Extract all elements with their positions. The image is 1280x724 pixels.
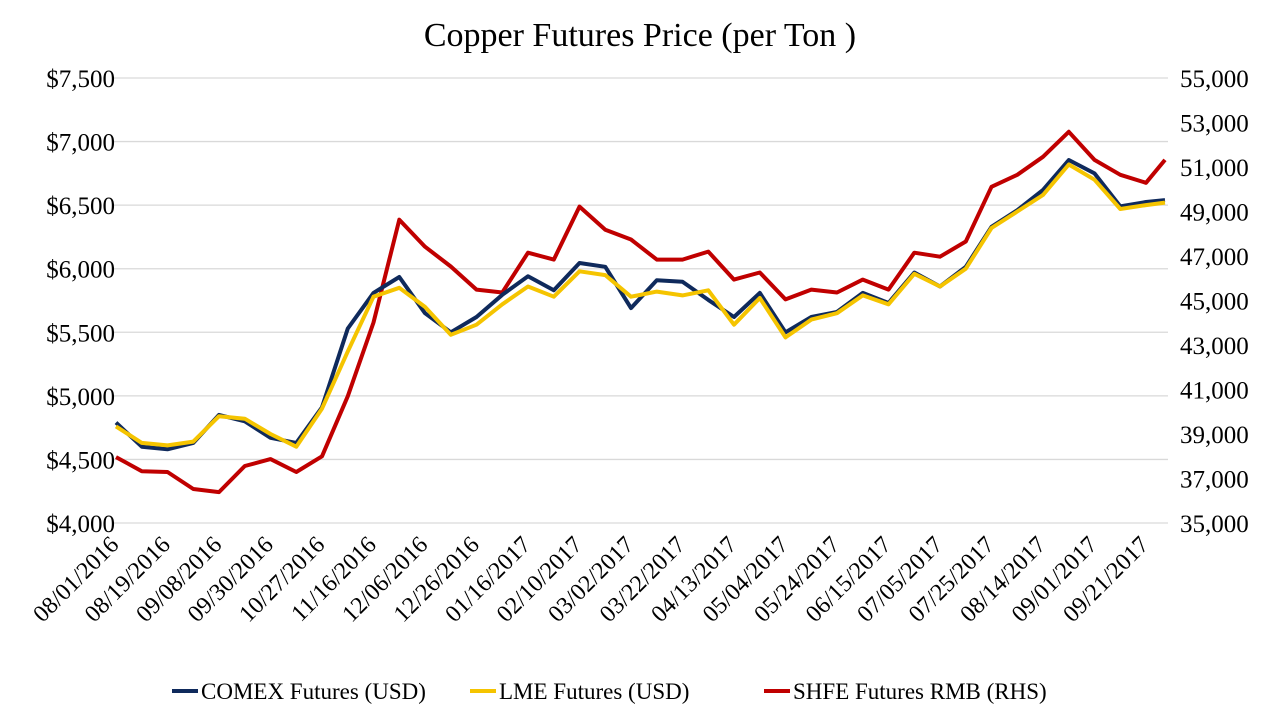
right-tick-label: 47,000 — [1180, 244, 1249, 271]
left-tick-label: $5,500 — [46, 320, 115, 347]
right-tick-label: 37,000 — [1180, 467, 1249, 494]
right-tick-label: 41,000 — [1180, 378, 1249, 405]
left-axis-labels: $4,000 $4,500 $5,000 $5,500 $6,000 $6,500 $7,0… — [46, 66, 115, 538]
chart-title: Copper Futures Price (per Ton ) — [424, 17, 856, 54]
legend-label-lme: LME Futures (USD) — [499, 679, 689, 704]
right-tick-label: 45,000 — [1180, 289, 1249, 316]
series-line-shfe — [115, 129, 1167, 495]
x-axis-labels: 08/01/201608/19/201609/08/201609/30/2016… — [29, 532, 1155, 628]
left-tick-label: $4,500 — [46, 447, 115, 474]
legend-label-shfe: SHFE Futures RMB (RHS) — [793, 679, 1047, 704]
right-tick-label: 49,000 — [1180, 200, 1249, 227]
right-tick-label: 55,000 — [1180, 66, 1249, 93]
right-axis-labels: 35,000 37,000 39,000 41,000 43,000 45,000 47,0… — [1180, 66, 1249, 538]
right-tick-label: 43,000 — [1180, 333, 1249, 360]
right-tick-label: 53,000 — [1180, 111, 1249, 138]
left-tick-label: $5,000 — [46, 384, 115, 411]
right-tick-label: 35,000 — [1180, 511, 1249, 538]
series-lines — [114, 129, 1167, 495]
left-tick-label: $6,500 — [46, 193, 115, 220]
legend: COMEX Futures (USD) LME Futures (USD) SH… — [172, 679, 1047, 704]
left-tick-label: $7,500 — [46, 66, 115, 93]
series-line-comex — [114, 158, 1166, 452]
gridlines — [113, 77, 1168, 524]
left-tick-label: $6,000 — [46, 257, 115, 284]
left-tick-label: $4,000 — [46, 511, 115, 538]
legend-label-comex: COMEX Futures (USD) — [201, 679, 426, 704]
right-tick-label: 51,000 — [1180, 155, 1249, 182]
right-tick-label: 39,000 — [1180, 422, 1249, 449]
series-line-lme — [114, 162, 1166, 449]
left-tick-label: $7,000 — [46, 130, 115, 157]
